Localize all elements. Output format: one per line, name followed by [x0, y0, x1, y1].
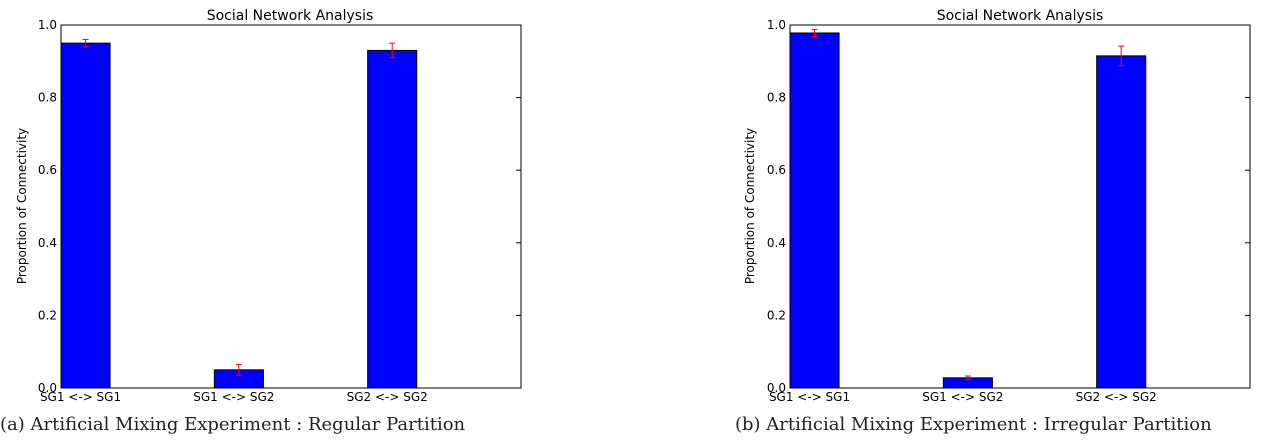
bar: [60, 42, 111, 389]
y-tick-label: 1.0: [767, 18, 786, 32]
chart-title: Social Network Analysis: [937, 8, 1104, 24]
y-tick-label: 0.4: [767, 236, 786, 250]
y-tick-label: 0.8: [38, 91, 57, 105]
axes-frame: [60, 24, 522, 389]
x-tick-label: SG1 <-> SG1: [40, 390, 121, 404]
bar: [367, 49, 418, 389]
bar: [1096, 55, 1147, 389]
bar: [789, 32, 840, 389]
x-tick-label: SG1 <-> SG2: [193, 390, 274, 404]
chart-title: Social Network Analysis: [207, 8, 374, 24]
figure-caption: (a) Artificial Mixing Experiment : Regul…: [0, 414, 466, 435]
y-axis-label: Proportion of Connectivity: [15, 128, 29, 284]
x-tick-label: SG1 <-> SG2: [922, 390, 1003, 404]
y-tick-label: 0.0: [38, 381, 57, 395]
x-tick-label: SG1 <-> SG1: [769, 390, 850, 404]
y-tick-label: 1.0: [38, 18, 57, 32]
y-tick-label: 0.4: [38, 236, 57, 250]
y-tick-label: 0.0: [767, 381, 786, 395]
chart-a-svg: Social Network Analysis Proportion of Co…: [15, 8, 522, 404]
y-tick-label: 0.2: [38, 308, 57, 322]
y-tick-label: 0.2: [767, 308, 786, 322]
y-tick-label: 0.6: [767, 163, 786, 177]
x-tick-label: SG2 <-> SG2: [347, 390, 428, 404]
y-tick-label: 0.6: [38, 163, 57, 177]
chart-panel-b: Social Network Analysis Proportion of Co…: [728, 0, 1270, 442]
chart-panel-a: Social Network Analysis Proportion of Co…: [0, 0, 620, 442]
axes-frame: [789, 24, 1251, 389]
figure-caption: (b) Artificial Mixing Experiment : Irreg…: [735, 414, 1212, 435]
y-tick-label: 0.8: [767, 91, 786, 105]
y-axis-label: Proportion of Connectivity: [743, 128, 757, 284]
x-tick-label: SG2 <-> SG2: [1076, 390, 1157, 404]
chart-b-svg: Social Network Analysis Proportion of Co…: [743, 8, 1251, 404]
